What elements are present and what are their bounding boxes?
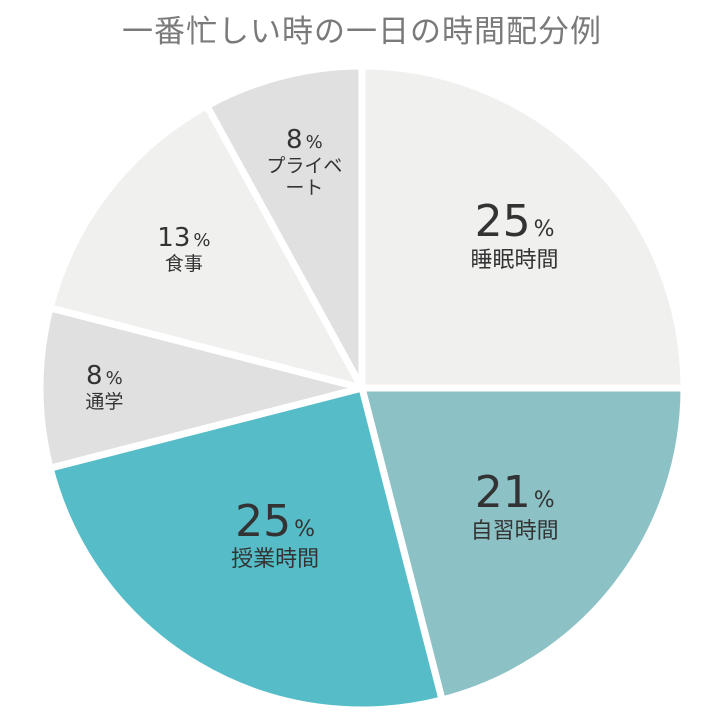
- pie-slice-6: [203, 62, 366, 392]
- slice-label: 21% 自習時間: [471, 468, 559, 544]
- slice-name: 食事: [164, 252, 203, 275]
- slice-value: 8: [286, 125, 303, 156]
- slice-name: プライベート: [266, 155, 343, 200]
- slice-name: 睡眠時間: [470, 248, 559, 274]
- pie-slice-5: [46, 102, 366, 392]
- percent-sign: %: [533, 217, 555, 243]
- pie-slice-2: [358, 384, 688, 704]
- percent-sign: %: [193, 229, 211, 251]
- percent-sign: %: [533, 488, 555, 514]
- percent-sign: %: [305, 132, 323, 154]
- slice-label: 8% プライベート: [264, 125, 344, 201]
- slice-value: 25: [235, 495, 292, 547]
- percent-sign: %: [105, 368, 123, 390]
- slice-label: 13% 食事: [157, 222, 211, 276]
- pie-slice-1: [358, 62, 688, 392]
- pie-slice-3: [46, 384, 446, 714]
- slice-name: 授業時間: [231, 547, 320, 573]
- chart-title: 一番忙しい時の一日の時間配分例: [122, 14, 602, 50]
- slice-name: 通学: [85, 391, 124, 414]
- slice-name: 自習時間: [470, 519, 559, 545]
- slice-value: 8: [86, 361, 103, 392]
- pie-slice-4: [36, 304, 366, 472]
- slice-value: 21: [474, 467, 531, 519]
- slice-label: 25% 睡眠時間: [471, 197, 559, 273]
- slice-label: 25% 授業時間: [231, 495, 320, 573]
- slice-label: 8% 通学: [85, 361, 124, 414]
- slice-value: 25: [474, 196, 531, 248]
- percent-sign: %: [294, 516, 316, 542]
- slice-value: 13: [157, 222, 191, 253]
